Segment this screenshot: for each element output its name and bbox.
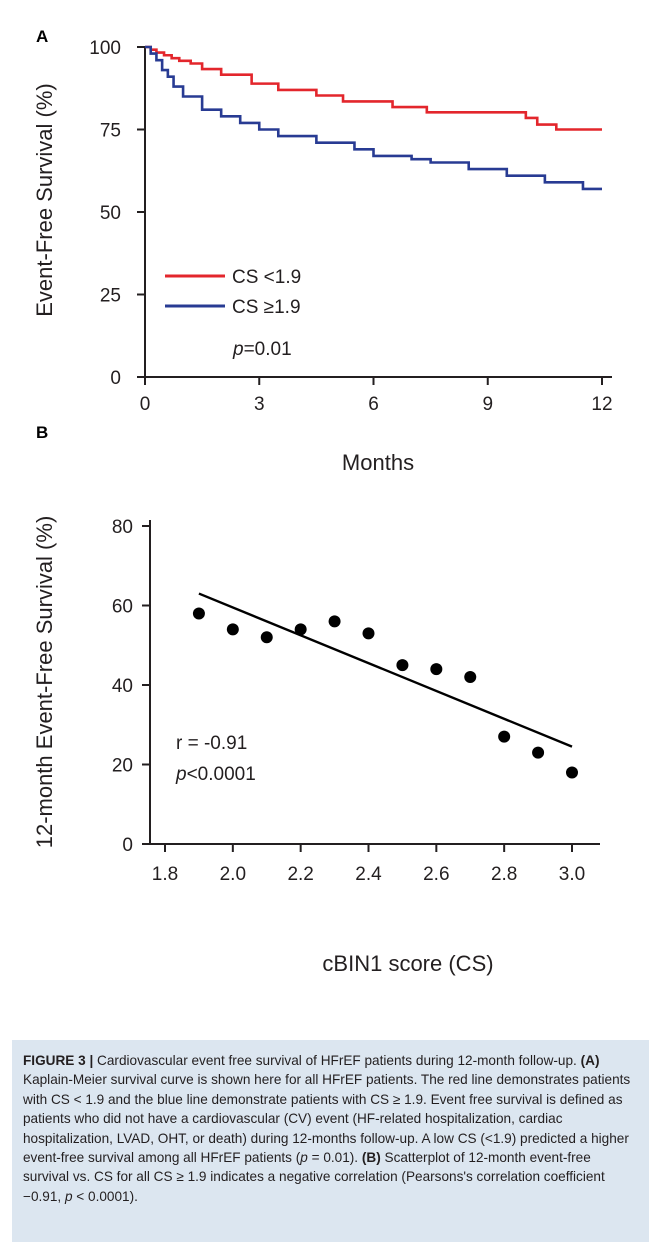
panel-a-y-ticks: 0 25 50 75 100 — [89, 38, 145, 389]
panel-a-x-tick-label: 6 — [368, 394, 379, 415]
scatter-point — [192, 607, 205, 620]
panel-a-y-tick-label: 50 — [100, 203, 121, 224]
panel-a-x-axis-title: Months — [342, 450, 414, 475]
panel-a-x-tick-label: 9 — [482, 394, 493, 415]
figure-svg: A Event-Free Survival (%) 0 25 50 75 100 0 3 6… — [32, 27, 613, 976]
regression-line — [198, 592, 573, 748]
panel-b-x-tick-label: 2.8 — [491, 864, 517, 885]
panel-a-series — [145, 45, 602, 191]
caption-text: FIGURE 3 | Cardiovascular event free sur… — [23, 1053, 630, 1204]
caption-segment: p — [300, 1150, 308, 1166]
scatter-point — [464, 671, 477, 684]
scatter-point — [226, 623, 239, 636]
scatter-point — [328, 615, 341, 628]
caption-segment: (A) — [580, 1053, 600, 1068]
caption-segment: Cardiovascular event free survival of HF… — [93, 1053, 581, 1068]
panel-a-y-tick-label: 75 — [100, 121, 121, 142]
panel-b-y-tick-label: 60 — [112, 597, 133, 618]
panel-b-y-tick-label: 20 — [112, 756, 133, 777]
series-cs-below-1-9-line — [145, 45, 602, 131]
panel-b-x-ticks: 1.8 2.0 2.2 2.4 2.6 2.8 3.0 — [152, 844, 585, 885]
scatter-point — [430, 663, 443, 676]
figure-caption: FIGURE 3 | Cardiovascular event free sur… — [12, 1040, 649, 1242]
scatter-point — [260, 631, 273, 644]
panel-a-x-tick-label: 0 — [140, 394, 151, 415]
panel-b-y-tick-label: 40 — [112, 676, 133, 697]
scatter-point — [498, 730, 511, 743]
panel-a-p-value: p=0.01 — [232, 339, 292, 360]
caption-segment: Kaplain-Meier survival curve is shown he… — [23, 1072, 631, 1166]
scatter-point — [532, 746, 545, 759]
panel-b-x-tick-label: 1.8 — [152, 864, 178, 885]
panel-b-x-tick-label: 2.6 — [423, 864, 449, 885]
panel-b-x-tick-label: 2.4 — [355, 864, 382, 885]
panel-a-x-tick-label: 3 — [254, 394, 265, 415]
caption-segment: = 0.01). — [307, 1150, 362, 1166]
panel-b-x-tick-label: 2.2 — [287, 864, 313, 885]
scatter-point — [294, 623, 307, 636]
panel-b-y-ticks: 0 20 40 60 80 — [112, 517, 150, 856]
panel-a-x-ticks: 0 3 6 9 12 — [140, 377, 613, 415]
panel-b-regression — [198, 592, 573, 748]
panel-a-letter: A — [36, 27, 48, 46]
legend-label-blue: CS ≥1.9 — [232, 297, 301, 318]
panel-b-y-axis-title: 12-month Event-Free Survival (%) — [32, 516, 57, 849]
panel-b-x-axis-title: cBIN1 score (CS) — [322, 951, 493, 976]
caption-segment: p — [64, 1188, 73, 1204]
scatter-point — [396, 659, 409, 672]
panel-a: A Event-Free Survival (%) 0 25 50 75 100 0 3 6… — [32, 27, 613, 475]
panel-b-y-tick-label: 80 — [112, 517, 133, 538]
caption-label: FIGURE 3 | — [23, 1053, 94, 1068]
panel-b-x-tick-label: 3.0 — [559, 864, 585, 885]
scatter-point — [566, 766, 578, 779]
scatter-point — [362, 627, 375, 640]
caption-segment: Scatterplot of 12-month event-free survi… — [23, 1150, 605, 1204]
legend-label-red: CS <1.9 — [232, 267, 301, 288]
panel-b-letter: B — [36, 423, 48, 442]
series-cs-above-1-9-line — [145, 45, 602, 191]
panel-a-y-tick-label: 25 — [100, 286, 121, 307]
panel-a-y-axis-title: Event-Free Survival (%) — [32, 83, 57, 317]
panel-b-points — [192, 607, 578, 779]
panel-b-p-value: p<0.0001 — [175, 764, 256, 785]
panel-a-y-tick-label: 0 — [110, 368, 121, 389]
panel-b: B 12-month Event-Free Survival (%) 0 20 40… — [32, 423, 600, 976]
panel-b-y-tick-label: 0 — [122, 835, 133, 856]
caption-segment: < 0.0001). — [72, 1188, 138, 1204]
panel-a-y-tick-label: 100 — [89, 38, 121, 59]
caption-segment: (B) — [361, 1150, 381, 1166]
panel-b-r-value: r = -0.91 — [176, 733, 247, 754]
panel-a-x-tick-label: 12 — [591, 394, 612, 415]
panel-b-x-tick-label: 2.0 — [220, 864, 246, 885]
